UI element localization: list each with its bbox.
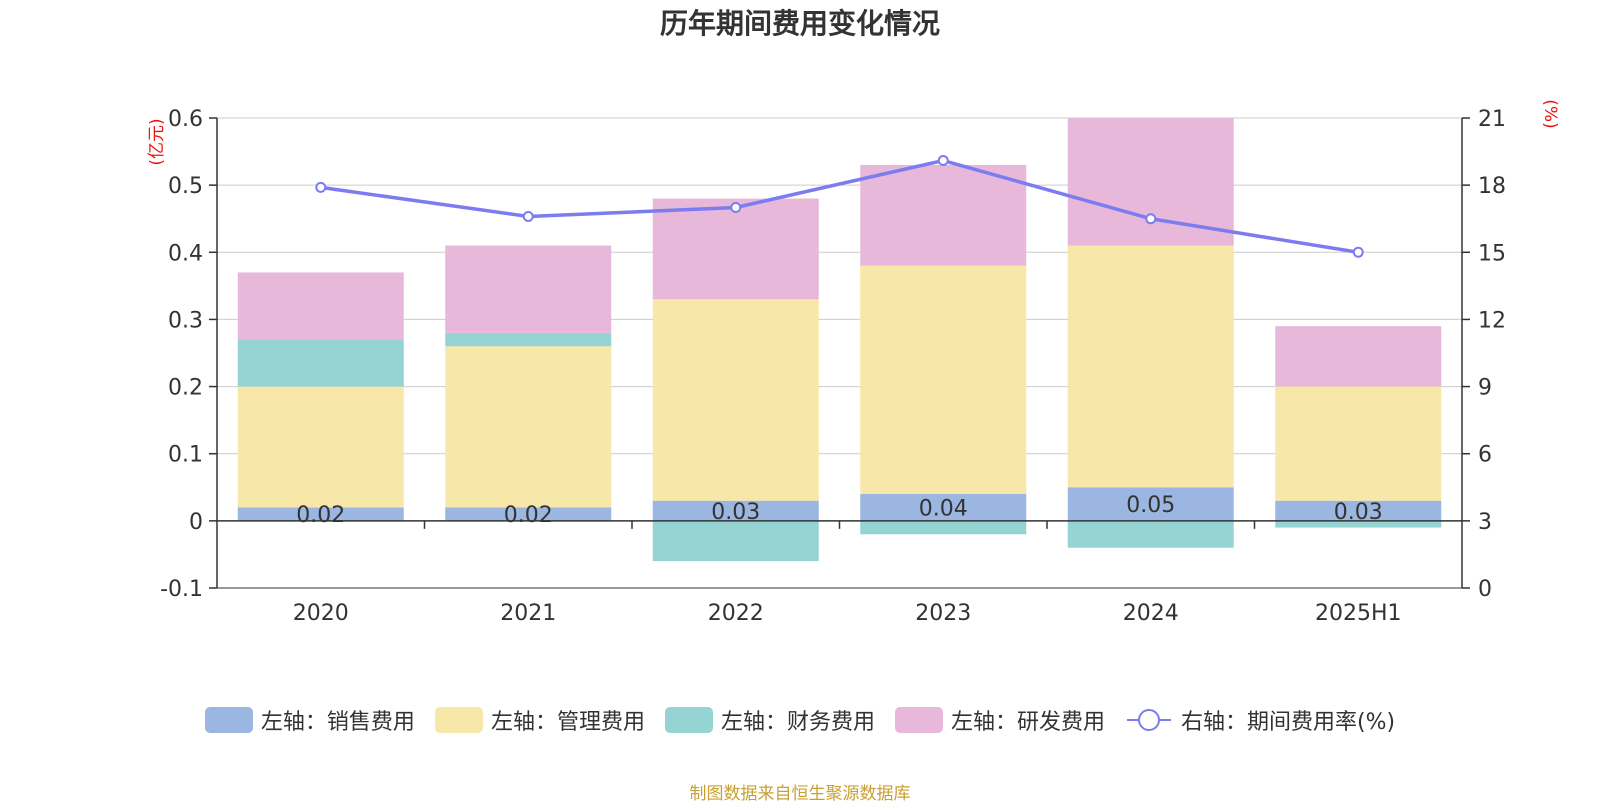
bar-segment-finance	[652, 520, 819, 562]
data-label: 0.02	[504, 503, 553, 528]
bar-segment-admin	[445, 346, 612, 508]
y-left-tick-label: 0.3	[168, 308, 203, 333]
bar-segment-sales	[1275, 500, 1442, 521]
legend-swatch	[204, 707, 253, 733]
y-left-tick-label: 0.6	[168, 107, 203, 132]
line-point	[937, 155, 949, 167]
legend-swatch	[434, 707, 483, 733]
line-point	[1352, 246, 1364, 258]
line-point	[730, 202, 742, 214]
source-note: 制图数据来自恒生聚源数据库	[689, 784, 911, 804]
bar-segment-admin	[1067, 245, 1234, 488]
bar-segment-admin	[237, 386, 404, 508]
bar-segment-admin	[1275, 386, 1442, 501]
x-tick-label: 2022	[708, 601, 764, 626]
y-right-unit: (%)	[1540, 99, 1560, 128]
bar-segment-sales	[237, 507, 404, 521]
bar-segment-finance	[860, 520, 1027, 535]
bar-segment-admin	[860, 265, 1027, 494]
bar-segment-sales	[860, 494, 1027, 521]
legend-item[interactable]: 左轴：研发费用	[894, 704, 1105, 736]
legend-item[interactable]: 左轴：财务费用	[664, 704, 875, 736]
bar-segment-rd	[1275, 326, 1442, 387]
bar-segment-finance	[1275, 520, 1442, 528]
y-left-tick-label: 0.2	[168, 376, 203, 401]
legend-label: 右轴：期间费用率(%)	[1180, 710, 1396, 735]
bar-segment-rd	[237, 272, 404, 340]
bar-segment-rd	[445, 245, 612, 333]
data-label: 0.05	[1126, 493, 1175, 518]
y-left-tick-label: 0.1	[168, 443, 203, 468]
y-right-tick-label: 0	[1478, 577, 1492, 602]
chart-title: 历年期间费用变化情况	[659, 7, 940, 40]
y-left-unit: (亿元)	[147, 118, 167, 165]
legend-label: 左轴：研发费用	[950, 710, 1105, 735]
legend-label: 左轴：财务费用	[720, 710, 875, 735]
bar-segment-finance	[237, 339, 404, 387]
bar-segment-finance	[1067, 520, 1234, 548]
legend-item[interactable]: 右轴：期间费用率(%)	[1125, 704, 1395, 736]
x-tick-label: 2023	[915, 601, 971, 626]
bar-segment-admin	[652, 299, 819, 501]
legend-swatch	[894, 707, 943, 733]
bar-segment-sales	[652, 500, 819, 521]
y-left-tick-label: 0	[189, 510, 203, 535]
legend-item[interactable]: 左轴：管理费用	[434, 704, 645, 736]
line-point	[522, 210, 534, 222]
legend-label: 左轴：销售费用	[260, 710, 415, 735]
bar-segment-rd	[652, 198, 819, 300]
y-right-tick-label: 9	[1478, 376, 1492, 401]
line-series-rate	[320, 158, 1359, 255]
y-left-tick-label: 0.4	[168, 241, 203, 266]
line-point	[315, 181, 327, 193]
y-left-tick-label: 0.5	[168, 174, 203, 199]
y-right-tick-label: 12	[1478, 308, 1506, 333]
data-label: 0.04	[919, 496, 968, 521]
y-right-tick-label: 6	[1478, 443, 1492, 468]
data-label: 0.02	[296, 503, 345, 528]
legend-item[interactable]: 左轴：销售费用	[204, 704, 415, 736]
legend-label: 左轴：管理费用	[490, 710, 645, 735]
x-tick-label: 2021	[500, 601, 556, 626]
legend-line-marker-icon	[1126, 709, 1171, 731]
y-right-tick-label: 21	[1478, 107, 1506, 132]
chart-legend: 左轴：销售费用 左轴：管理费用 左轴：财务费用 左轴：研发费用 右轴：期间费用率(%)	[0, 704, 1600, 736]
bar-segment-finance	[445, 332, 612, 347]
y-right-tick-label: 18	[1478, 174, 1506, 199]
bar-segment-rd	[1067, 118, 1234, 246]
y-left-tick-label: -0.1	[160, 577, 203, 602]
legend-swatch	[664, 707, 713, 733]
bar-segment-sales	[445, 507, 612, 521]
x-tick-label: 2020	[293, 601, 349, 626]
y-right-tick-label: 15	[1478, 241, 1506, 266]
bar-segment-rd	[860, 165, 1027, 266]
line-point	[1145, 213, 1157, 225]
x-tick-label: 2024	[1123, 601, 1179, 626]
bar-segment-sales	[1067, 487, 1234, 521]
y-right-tick-label: 3	[1478, 510, 1492, 535]
x-tick-label: 2025H1	[1315, 601, 1402, 626]
